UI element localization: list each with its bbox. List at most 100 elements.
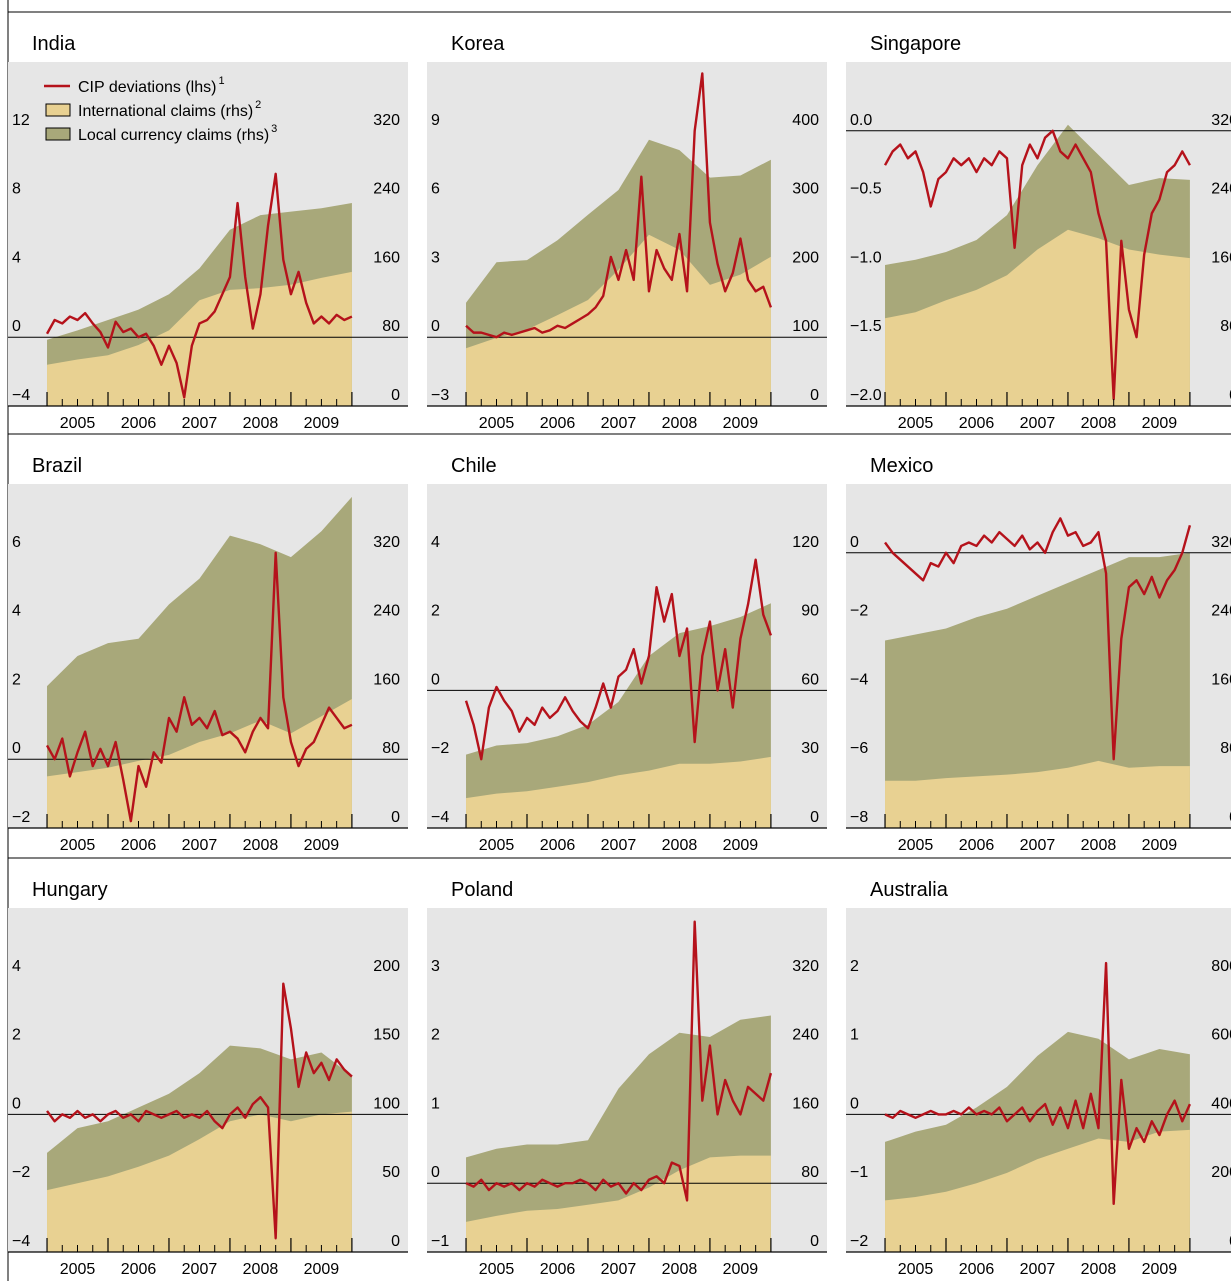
y2-tick-label: 80 xyxy=(382,740,400,757)
x-tick-label: 2008 xyxy=(1081,1261,1117,1278)
legend-swatch xyxy=(45,103,71,117)
x-tick-label: 2007 xyxy=(1020,837,1056,854)
y-tick-label: −2 xyxy=(12,809,30,826)
y-tick-label: 2 xyxy=(850,958,859,975)
y-tick-label: −1.0 xyxy=(850,249,882,266)
y-tick-label: 6 xyxy=(431,181,440,198)
x-tick-label: 2006 xyxy=(121,837,157,854)
x-tick-label: 2007 xyxy=(182,1261,218,1278)
y-tick-label: 12 xyxy=(12,112,30,129)
cip-line xyxy=(884,961,1191,1206)
y-tick-label: 0 xyxy=(431,671,440,688)
y2-tick-label: 0 xyxy=(810,1233,819,1250)
area xyxy=(466,1155,771,1252)
y-tick-label: 6 xyxy=(12,534,21,551)
y-tick-label: −1 xyxy=(431,1233,449,1250)
x-tick-label: 2009 xyxy=(1142,837,1178,854)
y2-tick-label: 320 xyxy=(373,112,400,129)
area xyxy=(885,1129,1190,1252)
y-tick-label: 0 xyxy=(12,318,21,335)
y2-tick-label: 200 xyxy=(373,958,400,975)
x-tick-label: 2008 xyxy=(1081,837,1117,854)
x-tick-label: 2008 xyxy=(243,837,279,854)
cip-line xyxy=(884,517,1192,761)
area xyxy=(885,229,1190,406)
area xyxy=(466,756,771,828)
x-tick-label: 2006 xyxy=(959,837,995,854)
panel-title: Singapore xyxy=(870,33,961,55)
y2-tick-label: 0 xyxy=(1229,809,1231,826)
y2-tick-label: 80 xyxy=(382,318,400,335)
x-tick-label: 2007 xyxy=(1020,415,1056,432)
x-tick-label: 2005 xyxy=(898,415,934,432)
y-tick-label: −2 xyxy=(850,1233,868,1250)
legend-footnote: 1 xyxy=(218,75,224,87)
y-tick-label: −2.0 xyxy=(850,387,882,404)
y2-tick-label: 160 xyxy=(1211,249,1231,266)
x-tick-label: 2009 xyxy=(1142,1261,1178,1278)
y2-tick-label: 0 xyxy=(391,1233,400,1250)
x-tick-label: 2009 xyxy=(723,415,759,432)
y-tick-label: −4 xyxy=(12,1233,30,1250)
y2-tick-label: 400 xyxy=(792,112,819,129)
y2-tick-label: 30 xyxy=(801,740,819,757)
y2-tick-label: 400 xyxy=(1211,1095,1231,1112)
panel-title: Korea xyxy=(451,33,505,55)
y2-tick-label: 120 xyxy=(792,534,819,551)
y2-tick-label: 200 xyxy=(792,249,819,266)
y2-tick-label: 240 xyxy=(373,603,400,620)
cip-line xyxy=(46,982,353,1240)
y-tick-label: 0 xyxy=(12,1095,21,1112)
panel-title: Australia xyxy=(870,879,949,901)
y-tick-label: 8 xyxy=(12,181,21,198)
x-tick-label: 2006 xyxy=(121,1261,157,1278)
y-tick-label: −1 xyxy=(850,1164,868,1181)
panel-title: Hungary xyxy=(32,879,108,901)
y-tick-label: 2 xyxy=(431,1027,440,1044)
x-tick-label: 2006 xyxy=(540,837,576,854)
y-tick-label: 1 xyxy=(850,1027,859,1044)
x-tick-label: 2007 xyxy=(601,415,637,432)
y2-tick-label: 80 xyxy=(801,1164,819,1181)
y2-tick-label: 320 xyxy=(1211,534,1231,551)
y2-tick-label: 320 xyxy=(792,958,819,975)
y-tick-label: 0 xyxy=(850,534,859,551)
y2-tick-label: 80 xyxy=(1220,318,1231,335)
legend-label: International claims (rhs) xyxy=(78,103,253,120)
x-tick-label: 2005 xyxy=(60,837,96,854)
y-tick-label: −4 xyxy=(431,809,449,826)
y2-tick-label: 100 xyxy=(373,1095,400,1112)
y-tick-label: −0.5 xyxy=(850,181,882,198)
y-tick-label: −4 xyxy=(12,387,30,404)
y-tick-label: 0 xyxy=(431,318,440,335)
legend-footnote: 3 xyxy=(271,123,277,135)
x-tick-label: 2006 xyxy=(121,415,157,432)
x-tick-label: 2007 xyxy=(182,415,218,432)
legend-label: CIP deviations (lhs) xyxy=(78,79,216,96)
x-tick-label: 2009 xyxy=(304,1261,340,1278)
y-tick-label: −2 xyxy=(431,740,449,757)
x-tick-label: 2005 xyxy=(479,415,515,432)
y-tick-label: −3 xyxy=(431,387,449,404)
x-tick-label: 2009 xyxy=(304,415,340,432)
y2-tick-label: 240 xyxy=(373,181,400,198)
y2-tick-label: 0 xyxy=(391,809,400,826)
y2-tick-label: 300 xyxy=(792,181,819,198)
y-tick-label: 2 xyxy=(431,603,440,620)
x-tick-label: 2008 xyxy=(662,837,698,854)
panel-title: Poland xyxy=(451,879,513,901)
y2-tick-label: 50 xyxy=(382,1164,400,1181)
y2-tick-label: 0 xyxy=(391,387,400,404)
y-tick-label: 1 xyxy=(431,1095,440,1112)
x-tick-label: 2009 xyxy=(304,837,340,854)
panel-title: Chile xyxy=(451,455,497,477)
y2-tick-label: 240 xyxy=(1211,603,1231,620)
x-tick-label: 2007 xyxy=(182,837,218,854)
cip-line xyxy=(465,72,773,339)
y2-tick-label: 90 xyxy=(801,603,819,620)
x-tick-label: 2005 xyxy=(898,1261,934,1278)
x-tick-label: 2007 xyxy=(601,1261,637,1278)
cip-line xyxy=(464,558,773,761)
x-tick-label: 2005 xyxy=(60,415,96,432)
